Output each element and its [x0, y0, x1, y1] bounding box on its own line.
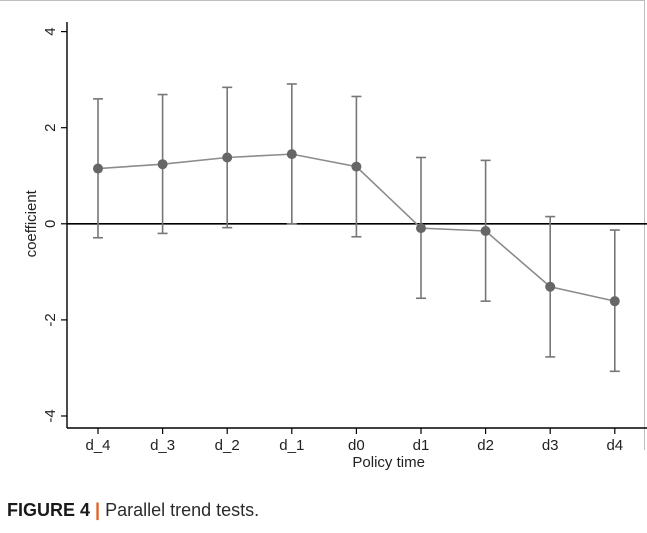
caption-separator: |	[95, 500, 101, 520]
data-point	[222, 152, 233, 163]
figure-frame	[0, 0, 645, 450]
y-tick-label: 2	[42, 124, 59, 132]
chart: 4 2 0 -2 -4 d_4 d_3 d_2 d_1 d0 d1 d2 d3 d4 Policy tim…	[23, 22, 647, 471]
x-tick-label: d_3	[150, 437, 175, 454]
x-tick-label: d1	[413, 437, 430, 454]
figure-caption: FIGURE 4 | Parallel trend tests.	[7, 500, 259, 521]
x-tick-label: d4	[606, 437, 623, 454]
data-point	[286, 149, 297, 160]
caption-text: Parallel trend tests.	[105, 500, 260, 520]
x-axis-title: Policy time	[352, 454, 425, 471]
data-point	[609, 296, 620, 307]
data-point	[480, 226, 491, 237]
x-tick-label: d3	[542, 437, 559, 454]
caption-label: FIGURE 4	[7, 500, 91, 520]
x-tick-label: d_2	[215, 437, 240, 454]
data-point	[157, 159, 168, 170]
y-tick-label: -4	[42, 409, 59, 422]
y-tick-label: 4	[42, 27, 59, 35]
tick-labels: 4 2 0 -2 -4 d_4 d_3 d_2 d_1 d0 d1 d2 d3 d4	[42, 27, 623, 454]
x-tick-label: d0	[348, 437, 365, 454]
x-tick-label: d2	[477, 437, 494, 454]
data-points	[93, 149, 620, 307]
data-point	[416, 223, 426, 234]
x-tick-label: d_1	[279, 437, 304, 454]
x-tick-label: d_4	[85, 437, 110, 454]
y-tick-label: 0	[42, 220, 59, 228]
data-point	[351, 161, 362, 172]
data-point	[545, 281, 556, 292]
axes	[61, 22, 647, 434]
y-axis-title: coefficient	[23, 189, 40, 257]
error-bars	[93, 83, 620, 373]
y-tick-label: -2	[42, 313, 59, 326]
data-point	[93, 163, 103, 174]
